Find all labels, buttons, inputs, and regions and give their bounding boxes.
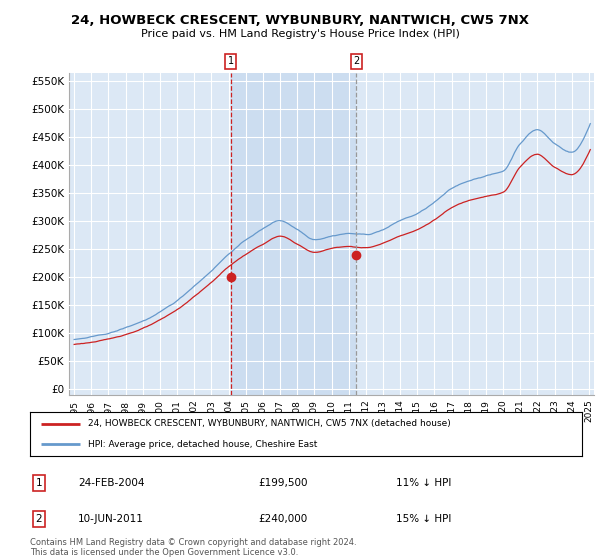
Text: 24, HOWBECK CRESCENT, WYBUNBURY, NANTWICH, CW5 7NX: 24, HOWBECK CRESCENT, WYBUNBURY, NANTWIC… bbox=[71, 14, 529, 27]
Text: £240,000: £240,000 bbox=[258, 515, 307, 524]
Text: Contains HM Land Registry data © Crown copyright and database right 2024.
This d: Contains HM Land Registry data © Crown c… bbox=[30, 538, 356, 557]
Text: 15% ↓ HPI: 15% ↓ HPI bbox=[396, 515, 451, 524]
Text: 10-JUN-2011: 10-JUN-2011 bbox=[78, 515, 144, 524]
Bar bbox=[231, 73, 356, 395]
Text: 1: 1 bbox=[228, 56, 234, 66]
Text: £199,500: £199,500 bbox=[258, 478, 308, 488]
Text: 24, HOWBECK CRESCENT, WYBUNBURY, NANTWICH, CW5 7NX (detached house): 24, HOWBECK CRESCENT, WYBUNBURY, NANTWIC… bbox=[88, 419, 451, 428]
Text: 11% ↓ HPI: 11% ↓ HPI bbox=[396, 478, 451, 488]
Text: 24-FEB-2004: 24-FEB-2004 bbox=[78, 478, 145, 488]
Text: 2: 2 bbox=[35, 515, 43, 524]
Text: 2: 2 bbox=[353, 56, 359, 66]
Text: 1: 1 bbox=[35, 478, 43, 488]
Text: Price paid vs. HM Land Registry's House Price Index (HPI): Price paid vs. HM Land Registry's House … bbox=[140, 29, 460, 39]
Text: HPI: Average price, detached house, Cheshire East: HPI: Average price, detached house, Ches… bbox=[88, 440, 317, 449]
